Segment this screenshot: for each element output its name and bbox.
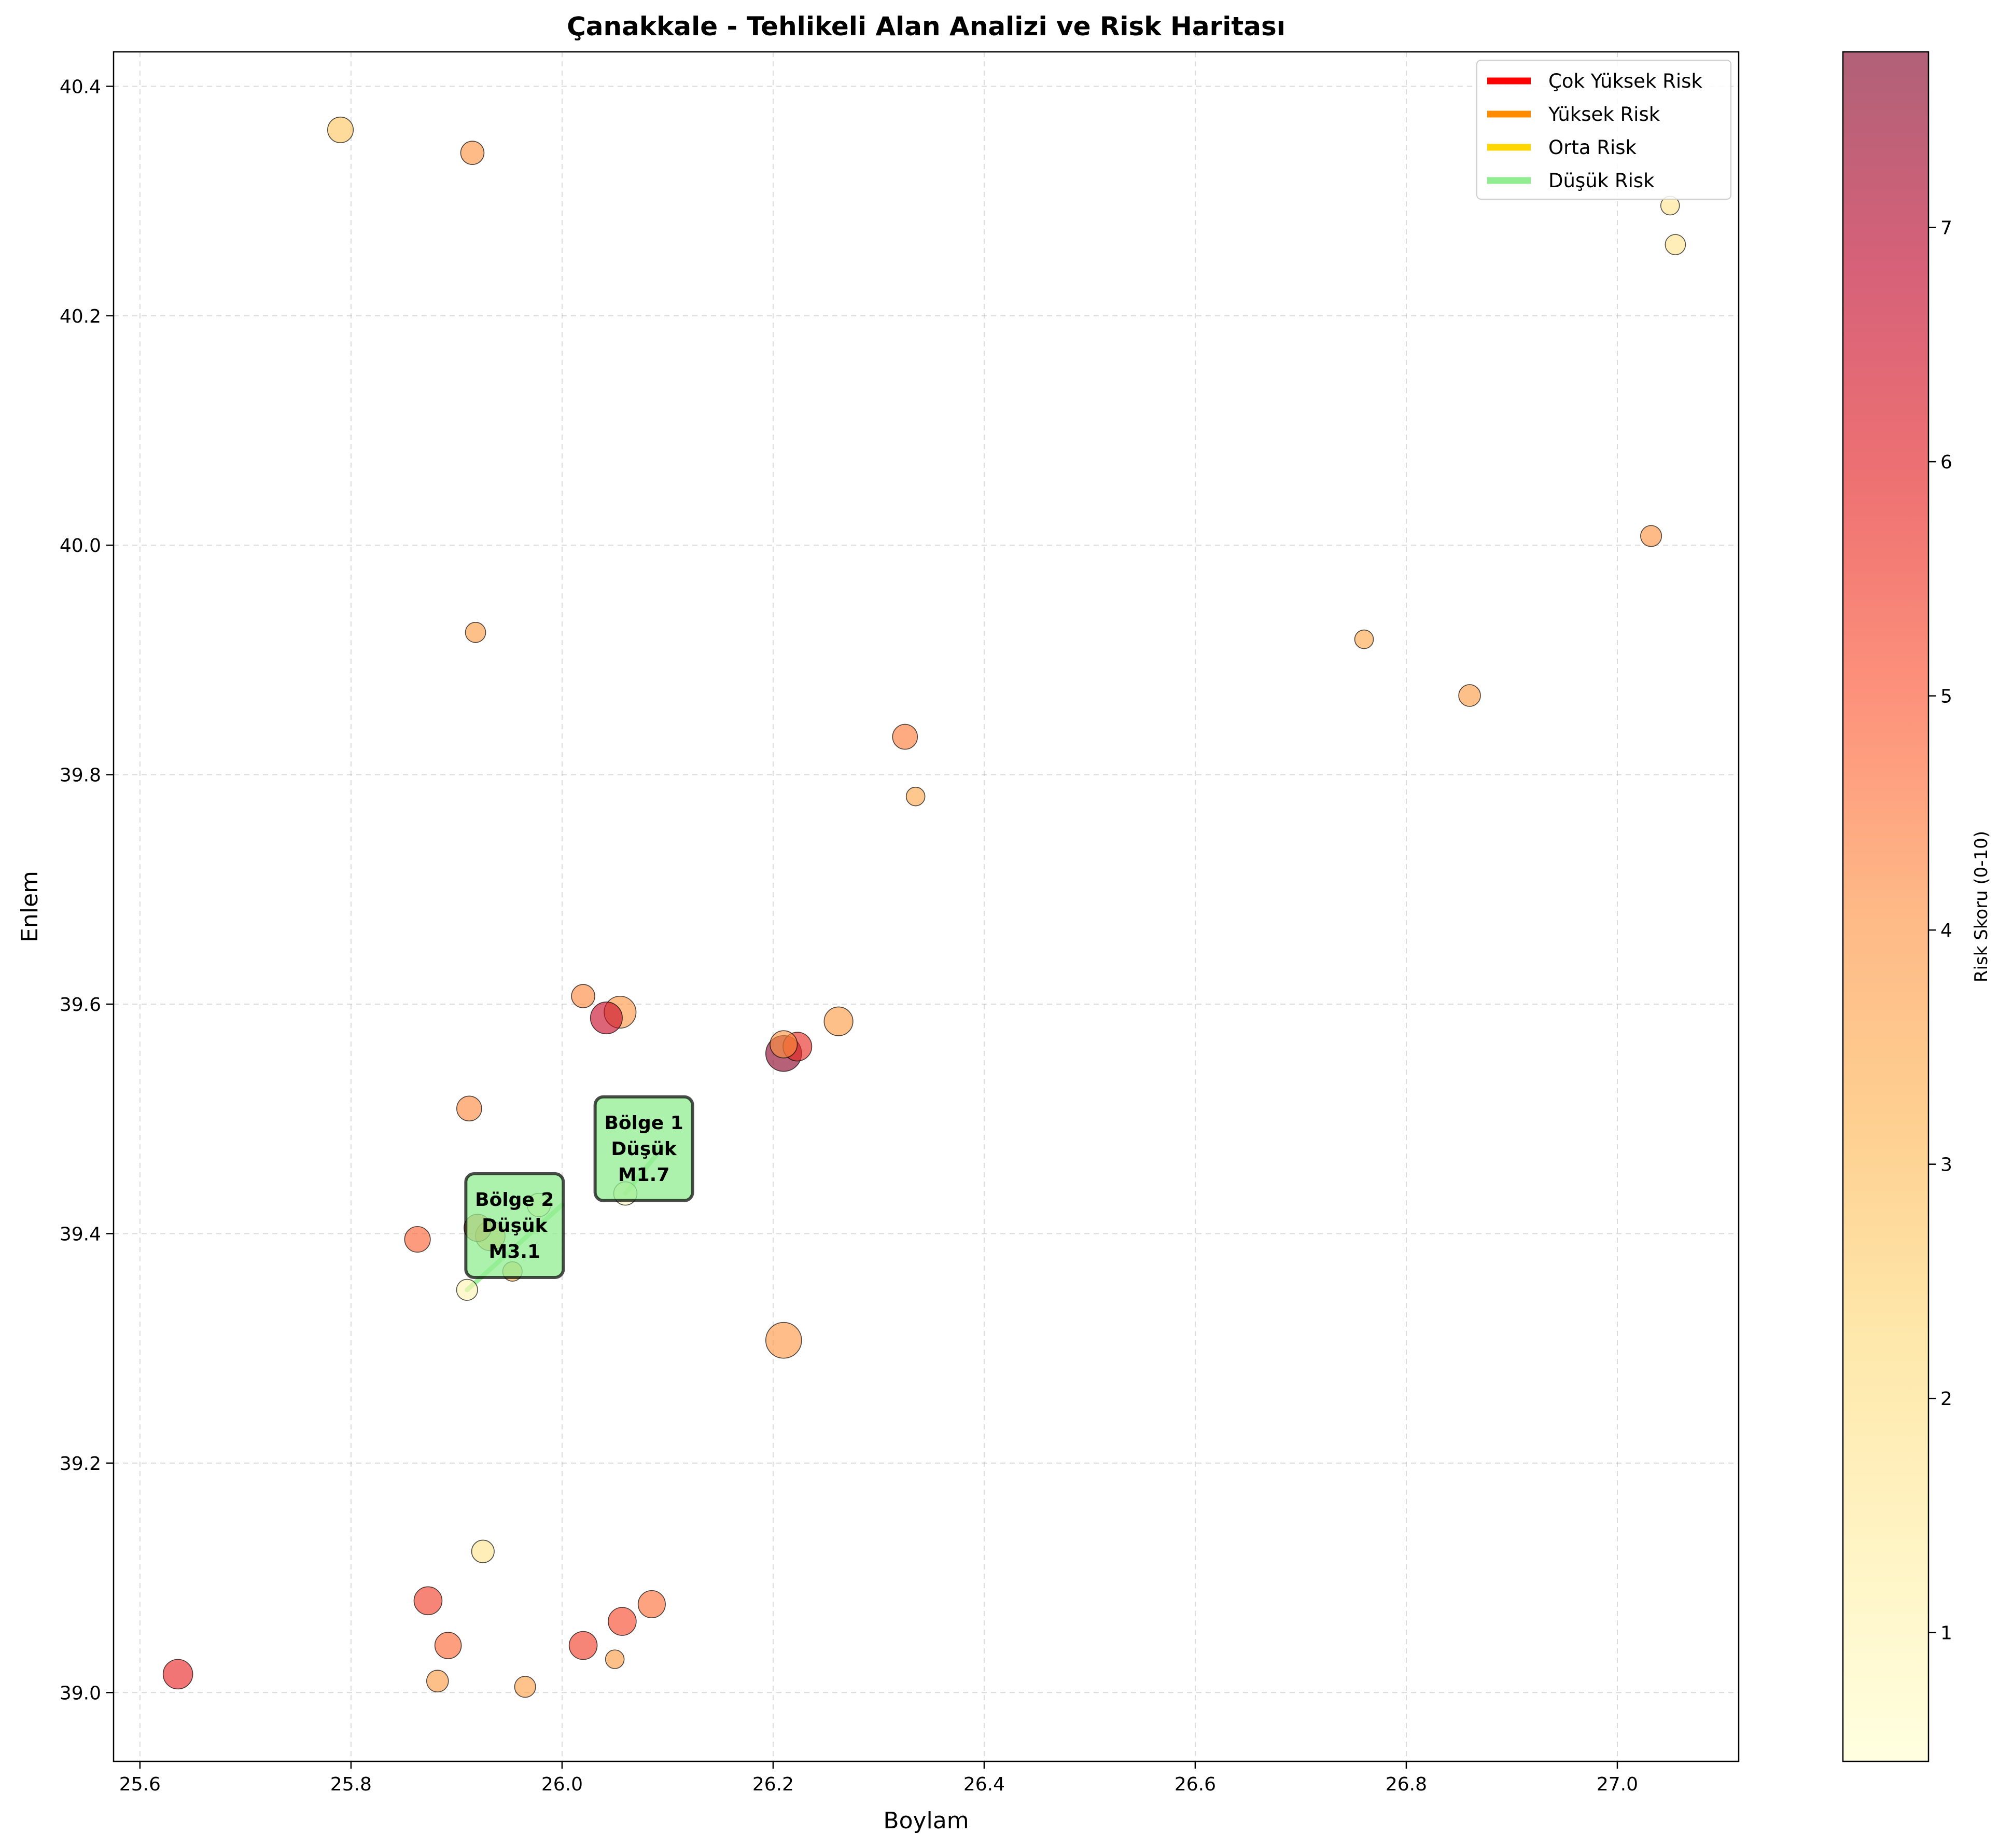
x-tick-label: 26.0 — [541, 1774, 583, 1795]
zone-label-text: M3.1 — [489, 1241, 541, 1262]
zone-label-box: Bölge 2 Düşük M3.1 — [464, 1172, 565, 1279]
data-point — [568, 1631, 598, 1660]
y-tick-label: 39.6 — [60, 994, 101, 1016]
data-point — [327, 116, 354, 143]
data-point — [456, 1279, 478, 1301]
data-point — [1354, 629, 1374, 649]
data-point — [413, 1586, 443, 1616]
data-points — [162, 116, 1686, 1698]
x-axis-label: Boylam — [883, 1808, 969, 1834]
zone-label-text: Düşük — [611, 1138, 677, 1160]
data-point — [765, 1322, 802, 1359]
colorbar: 1 2 3 4 5 6 7 Risk Skoru (0-10) — [1842, 51, 1992, 1762]
legend-label: Yüksek Risk — [1548, 103, 1660, 126]
data-point — [434, 1632, 462, 1659]
zone-label-text: M1.7 — [618, 1164, 670, 1186]
colorbar-tick-label: 1 — [1940, 1623, 1952, 1644]
x-tick-label: 26.4 — [963, 1774, 1005, 1795]
colorbar-label: Risk Skoru (0-10) — [1971, 831, 1992, 982]
legend-box — [1476, 60, 1731, 200]
zone-label-text: Bölge 1 — [604, 1113, 683, 1134]
x-tick-label: 27.0 — [1597, 1774, 1638, 1795]
data-point — [456, 1095, 482, 1122]
data-point — [162, 1659, 193, 1690]
colorbar-gradient — [1843, 52, 1928, 1761]
colorbar-tick-label: 4 — [1940, 920, 1952, 941]
colorbar-tick-label: 5 — [1940, 686, 1952, 707]
data-point — [465, 622, 486, 643]
y-axis-label: Enlem — [17, 871, 43, 942]
colorbar-frame — [1842, 51, 1930, 1762]
x-tick-label: 26.2 — [752, 1774, 794, 1795]
y-tick-label: 40.2 — [60, 306, 101, 327]
zone-label-text: Düşük — [482, 1215, 548, 1236]
y-tick-label: 39.4 — [60, 1224, 101, 1245]
legend-label: Orta Risk — [1548, 136, 1637, 159]
data-point — [471, 1539, 495, 1563]
zone-label-text: Bölge 2 — [475, 1189, 554, 1211]
data-point — [571, 984, 595, 1008]
data-point — [514, 1676, 536, 1698]
zone-label-box: Bölge 1 Düşük M1.7 — [593, 1095, 694, 1202]
colorbar-tick-label: 6 — [1940, 452, 1952, 473]
data-point — [905, 786, 926, 807]
legend-label: Çok Yüksek Risk — [1548, 70, 1702, 92]
zone-label-background — [593, 1095, 694, 1202]
y-tick-label: 40.4 — [60, 76, 101, 98]
data-point — [892, 724, 918, 750]
data-point — [608, 1607, 637, 1636]
legend-label: Düşük Risk — [1548, 170, 1655, 192]
zone-label-background — [464, 1172, 565, 1279]
data-point — [1640, 525, 1662, 547]
plot-frame — [113, 51, 1740, 1762]
legend: Çok Yüksek Risk Yüksek Risk Orta Risk Düşük… — [1476, 60, 1731, 200]
data-point — [1458, 684, 1481, 707]
colorbar-tick-label: 7 — [1940, 218, 1952, 239]
colorbar-tick-label: 2 — [1940, 1388, 1952, 1410]
x-axis: 25.6 25.8 26.0 26.2 26.4 26.6 26.8 27.0 — [119, 1761, 1638, 1795]
zone-labels: Bölge 1 Düşük M1.7 Bölge 2 Düşük M3.1 — [464, 1095, 694, 1279]
data-point — [404, 1226, 431, 1253]
data-point — [637, 1590, 666, 1618]
data-point — [590, 1002, 623, 1035]
x-tick-label: 25.6 — [119, 1774, 161, 1795]
data-point — [605, 1649, 625, 1669]
data-point — [1665, 234, 1686, 255]
y-axis: 39.0 39.2 39.4 39.6 39.8 40.0 40.2 40.4 — [60, 76, 114, 1704]
colorbar-tick-label: 3 — [1940, 1155, 1952, 1176]
x-tick-label: 25.8 — [330, 1774, 372, 1795]
y-tick-label: 40.0 — [60, 535, 101, 557]
chart-title: Çanakkale - Tehlikeli Alan Analizi ve Ri… — [567, 11, 1285, 41]
data-point — [770, 1030, 798, 1059]
data-point — [823, 1006, 854, 1036]
data-point — [426, 1670, 449, 1692]
y-tick-label: 39.8 — [60, 765, 101, 786]
x-tick-label: 26.6 — [1175, 1774, 1216, 1795]
data-point — [460, 141, 485, 165]
grid — [114, 52, 1739, 1761]
y-tick-label: 39.2 — [60, 1453, 101, 1475]
x-tick-label: 26.8 — [1386, 1774, 1427, 1795]
y-tick-label: 39.0 — [60, 1683, 101, 1704]
